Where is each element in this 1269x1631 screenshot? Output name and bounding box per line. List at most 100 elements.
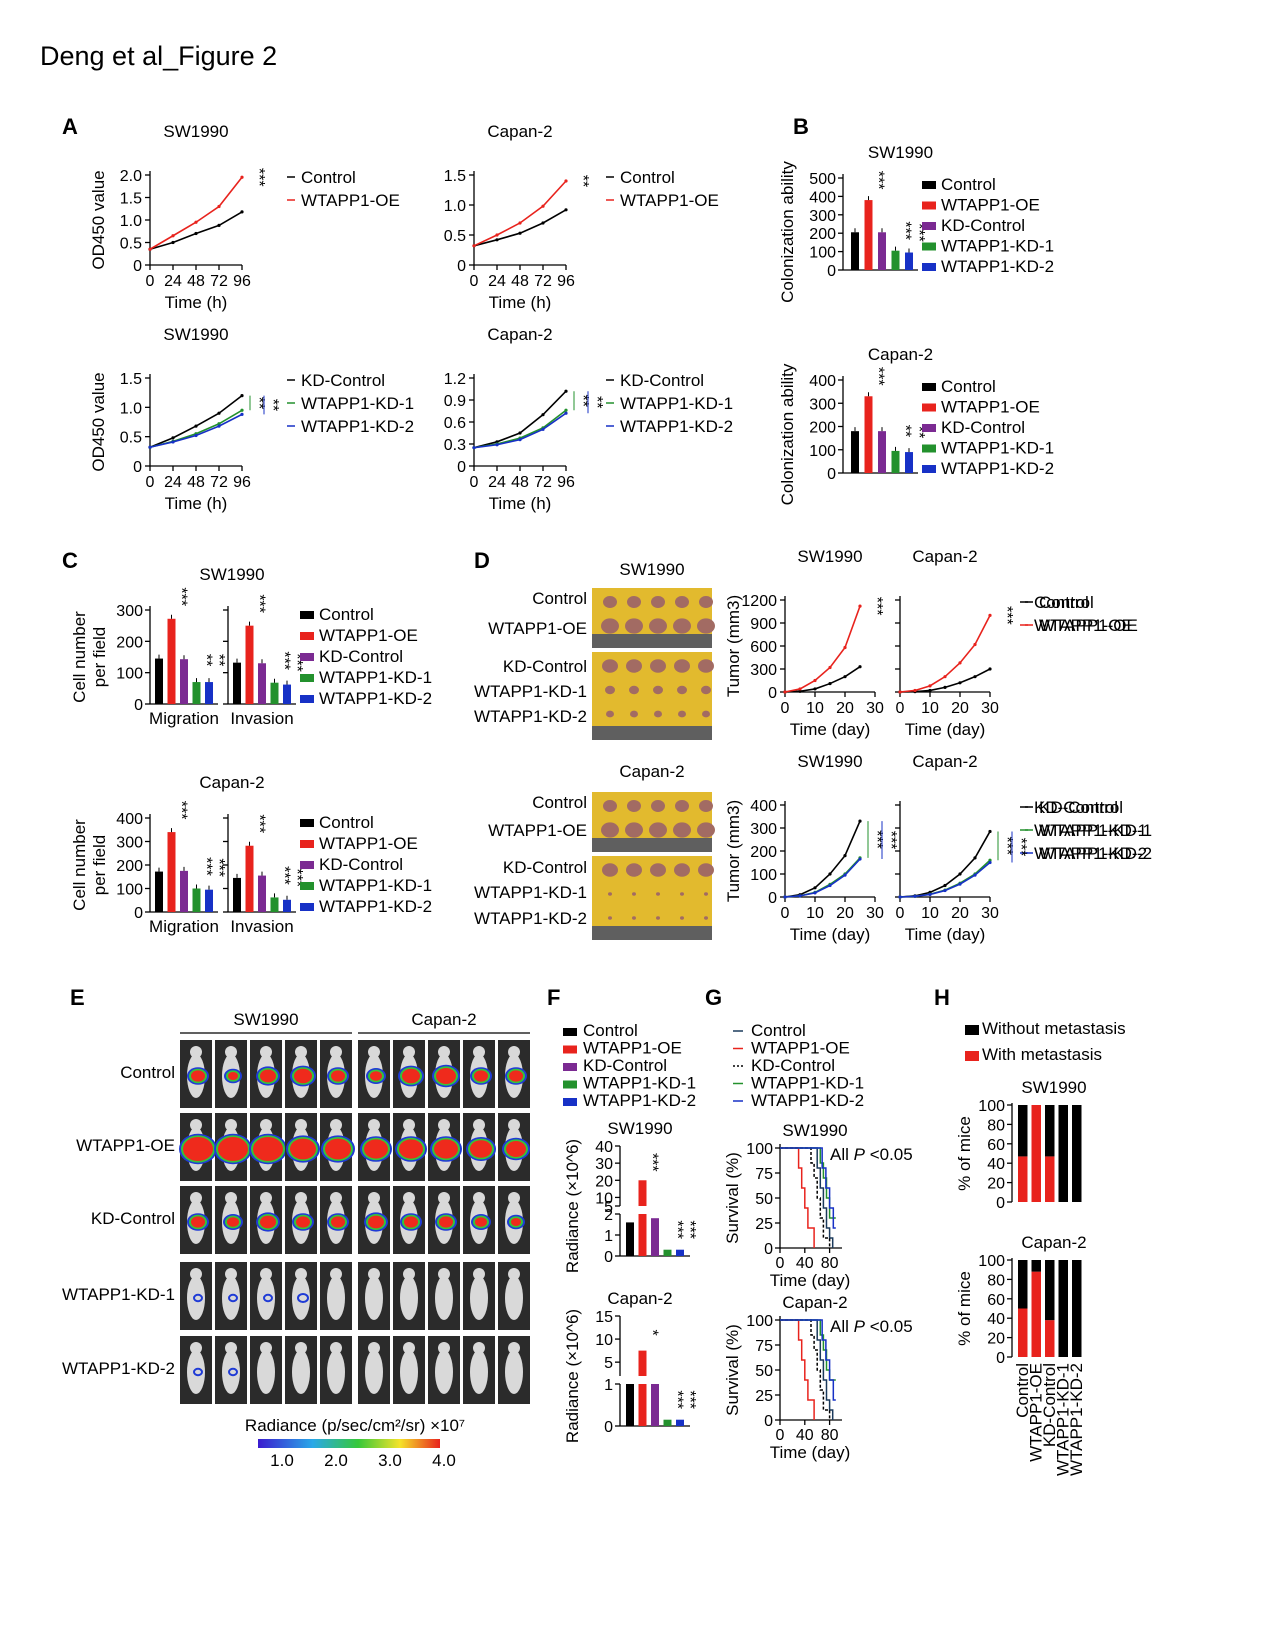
data-point <box>171 240 175 245</box>
tumor <box>651 596 665 608</box>
y-tick-label: 100 <box>809 443 836 460</box>
data-point <box>943 883 947 888</box>
tumor-photo-cp-top <box>592 792 715 852</box>
x-tick-label: 10 <box>921 700 939 717</box>
mouse-head <box>330 1268 342 1280</box>
y-tick-label: 200 <box>809 420 836 437</box>
chart-title: SW1990 <box>163 325 228 344</box>
bar <box>864 200 873 270</box>
sig-stars: *** <box>1012 838 1029 857</box>
series-line <box>784 605 861 693</box>
scale-tick: 3.0 <box>378 1451 402 1470</box>
signal-blob <box>506 1141 526 1157</box>
bar-segment-with <box>1018 1308 1028 1357</box>
category-label: WTAPP1-KD-2 <box>1067 1363 1086 1476</box>
tumor <box>653 685 663 695</box>
mouse-head <box>508 1046 520 1058</box>
legend-label: With metastasis <box>982 1045 1102 1064</box>
y-axis-title: OD450 value <box>89 372 108 471</box>
y-tick-label: 0 <box>996 1350 1005 1367</box>
tumor <box>649 822 667 838</box>
data-point <box>898 895 902 899</box>
chart-title: SW1990 <box>782 1121 847 1140</box>
data-point <box>194 433 198 438</box>
y-tick-label: 50 <box>755 1191 773 1208</box>
data-point <box>988 858 992 862</box>
y-tick-label: 400 <box>809 189 836 206</box>
bar <box>205 682 213 704</box>
sig-stars: *** <box>897 221 914 240</box>
y-tick-label: 1200 <box>741 593 777 610</box>
tumor <box>697 618 715 634</box>
bar <box>676 1249 684 1256</box>
bar <box>192 682 201 704</box>
series-line <box>473 412 567 449</box>
sig-stars: *** <box>998 606 1015 625</box>
survival-curve <box>780 1147 815 1248</box>
legend-label: KD-Control <box>319 855 403 874</box>
y-axis-title: Colonization ability <box>778 161 797 303</box>
y-tick-label: 1.0 <box>444 198 466 215</box>
signal-blob <box>260 1069 276 1083</box>
y-axis-title: Tumor (mm3) <box>724 595 743 697</box>
scale-bar <box>258 1439 440 1448</box>
mouse-head <box>473 1119 485 1131</box>
photo-title: SW1990 <box>619 560 684 579</box>
mouse-head <box>260 1268 272 1280</box>
legend-swatch <box>965 1051 979 1061</box>
data-point <box>783 690 787 694</box>
legend-swatch <box>563 1063 577 1071</box>
sig-stars: *** <box>210 858 227 877</box>
data-point <box>564 208 568 212</box>
x-tick-label: 0 <box>470 273 479 290</box>
tumor <box>601 822 619 838</box>
bar-segment-with <box>1045 1156 1055 1202</box>
mouse-head <box>368 1192 380 1204</box>
bar <box>180 659 188 704</box>
series-line <box>149 176 243 250</box>
y-axis-title: Radiance (×10^6) <box>563 1139 582 1273</box>
image-row-label: WTAPP1-KD-1 <box>62 1285 175 1304</box>
mouse-body <box>470 1276 488 1320</box>
legend-label: Control <box>319 813 374 832</box>
y-tick-label: 600 <box>750 639 777 656</box>
mouse-body <box>327 1276 345 1320</box>
data-point <box>943 685 947 690</box>
mouse-head <box>295 1268 307 1280</box>
mouse-head <box>225 1192 237 1204</box>
bar <box>651 1384 659 1426</box>
mouse-head <box>473 1268 485 1280</box>
y-tick-label: 1 <box>604 1228 613 1245</box>
data-point <box>913 688 917 693</box>
survival-curve <box>780 1319 836 1381</box>
y-tick-label: 25 <box>755 1216 773 1233</box>
y-axis-title: Colonization ability <box>778 363 797 505</box>
tumor <box>675 596 689 608</box>
data-point <box>928 684 932 688</box>
image-row-label: WTAPP1-OE <box>76 1136 175 1155</box>
x-tick-label: 80 <box>821 1427 839 1444</box>
bar <box>638 1384 647 1426</box>
photo-row-label: WTAPP1-OE <box>488 821 587 840</box>
signal-blob <box>193 1293 203 1303</box>
x-tick-label: 48 <box>511 474 529 491</box>
signal-blob <box>399 1139 423 1159</box>
tumor <box>651 800 665 812</box>
legend-label: WTAPP1-KD-1 <box>319 876 432 895</box>
y-axis-title: OD450 value <box>89 170 108 269</box>
data-point <box>171 440 175 444</box>
note-p: P <box>854 1145 866 1164</box>
mouse-head <box>403 1046 415 1058</box>
x-tick-label: 30 <box>981 905 999 922</box>
chart-title: SW1990 <box>797 547 862 566</box>
bar-chart-b2: Capan-2 0 100 200 300 400 Colonization ability… <box>778 345 1054 505</box>
data-point <box>828 681 832 686</box>
y-tick-label: 1 <box>604 1377 613 1394</box>
y-tick-label: 20 <box>987 1176 1005 1193</box>
page-title: Deng et al_Figure 2 <box>40 41 277 71</box>
bar <box>180 870 188 912</box>
x-tick-label: 10 <box>806 905 824 922</box>
